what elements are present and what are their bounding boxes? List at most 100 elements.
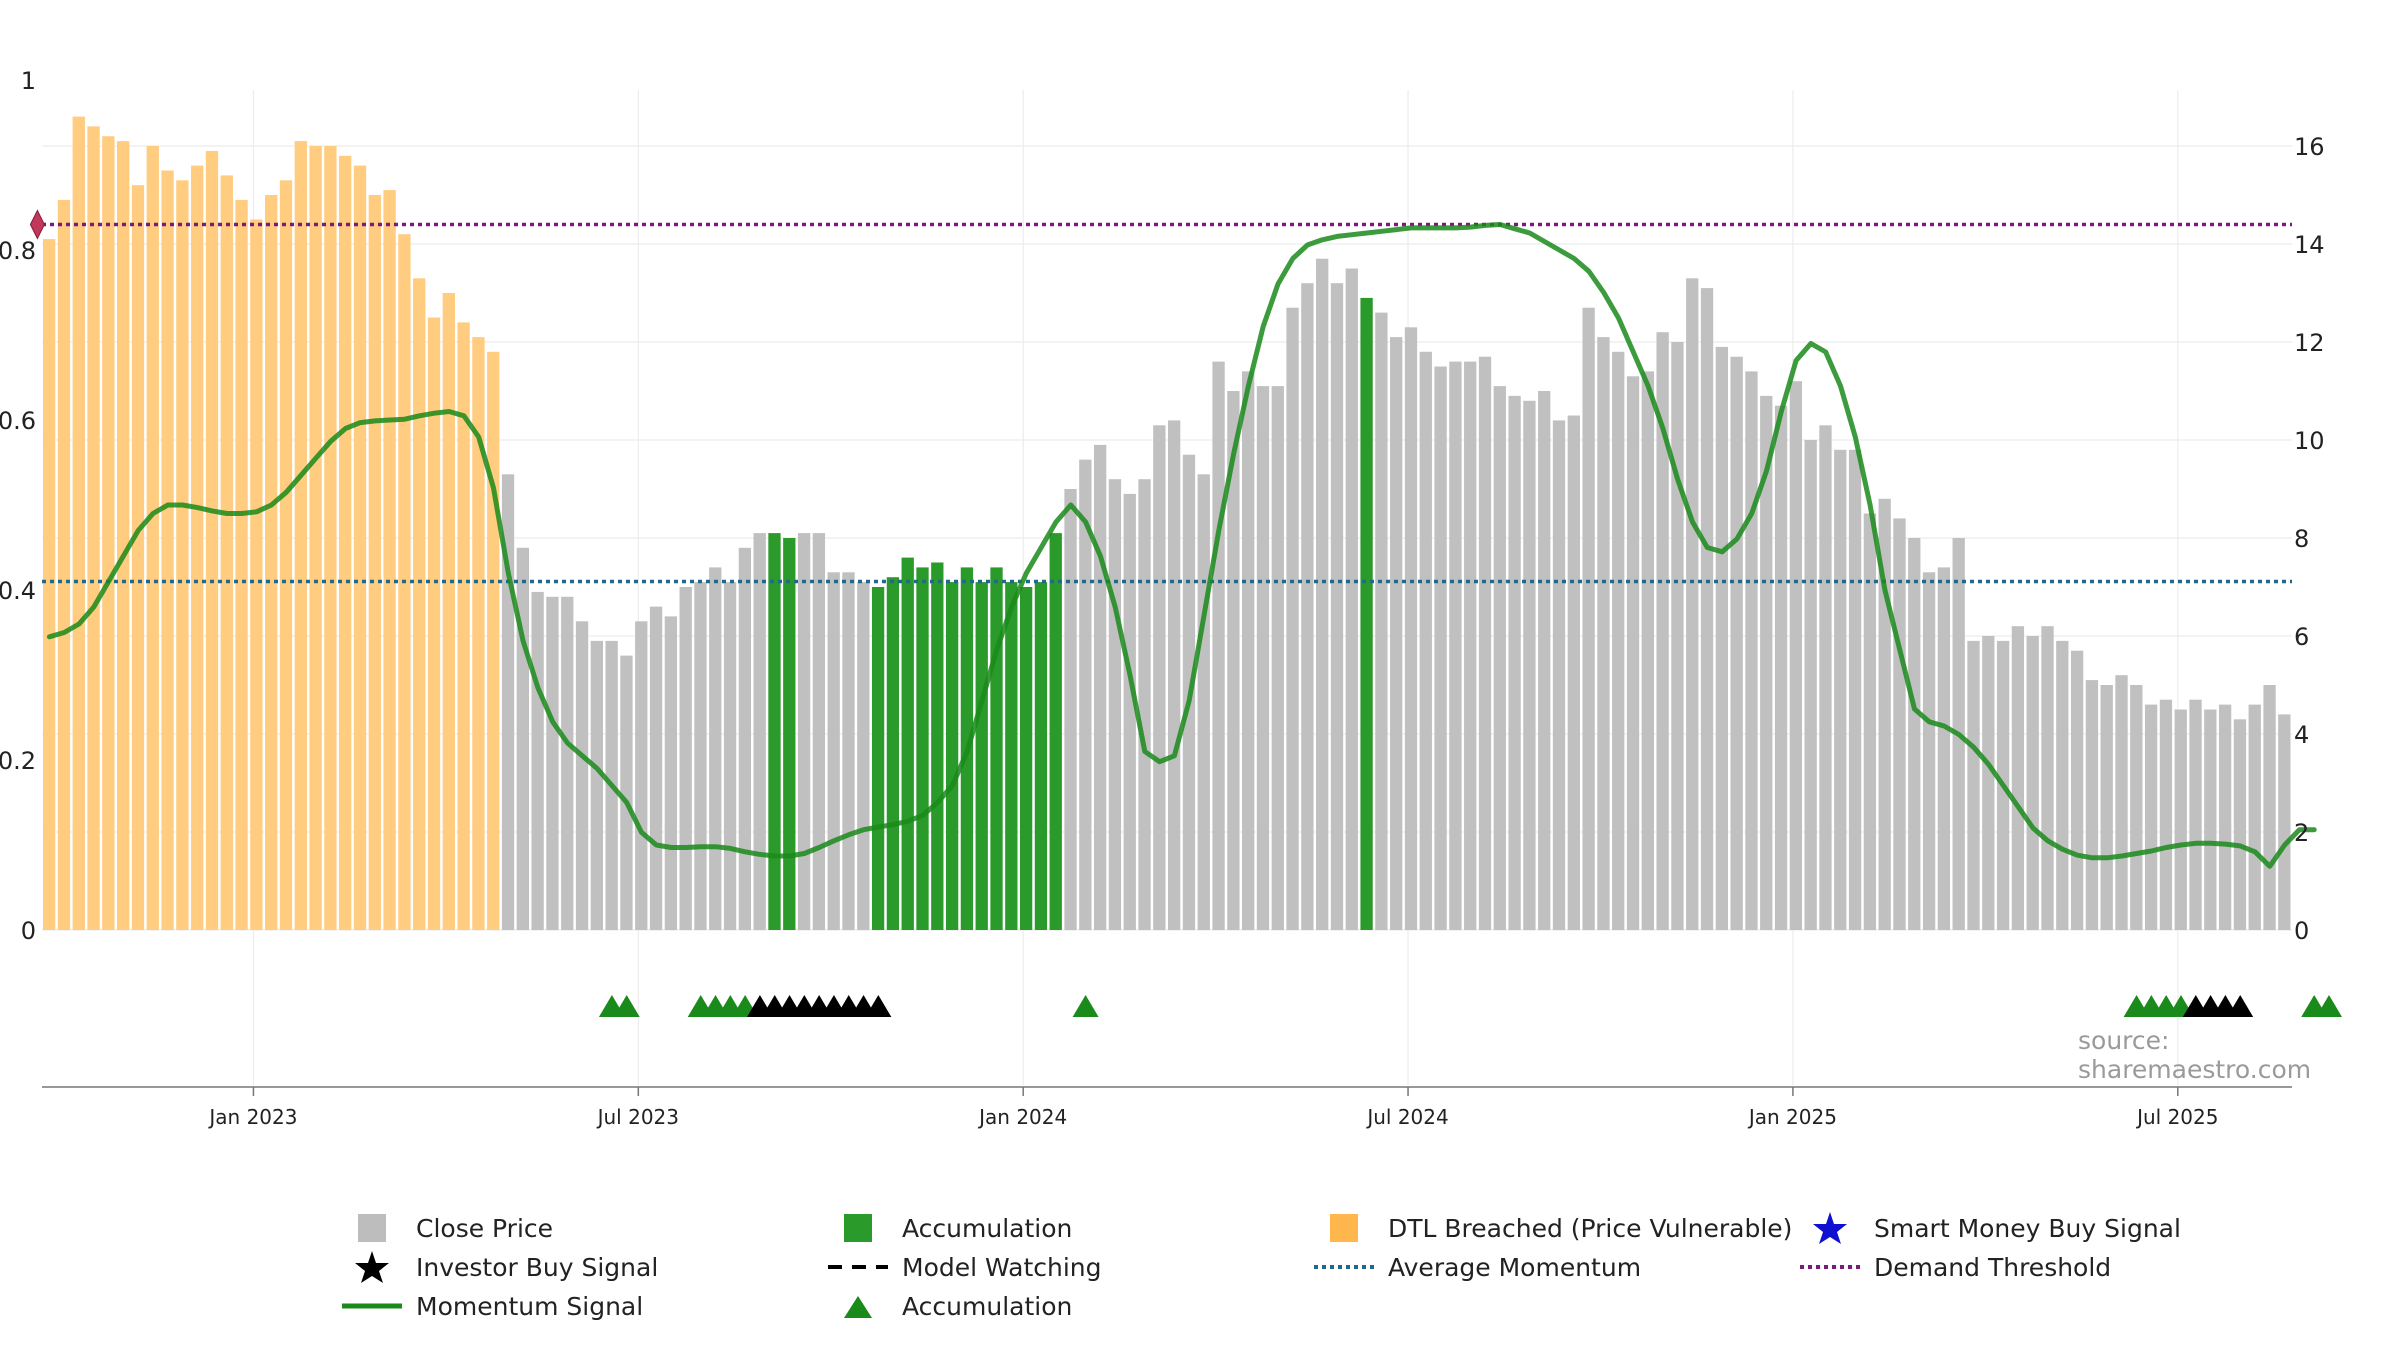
legend-swatch xyxy=(340,1210,404,1246)
accumulation-triangle xyxy=(1072,995,1099,1017)
price-bar xyxy=(886,577,900,930)
price-bar xyxy=(2011,626,2025,930)
price-bar xyxy=(1168,420,1181,930)
price-bar xyxy=(1138,479,1151,930)
price-bar xyxy=(1301,283,1314,930)
legend-label: Accumulation xyxy=(902,1291,1073,1321)
price-bar xyxy=(901,557,914,930)
price-bar xyxy=(1449,361,1462,931)
price-bar xyxy=(353,165,367,931)
price-bar xyxy=(1641,371,1654,930)
price-bar xyxy=(1834,449,1847,930)
price-bar xyxy=(1404,327,1418,930)
price-bar xyxy=(990,567,1003,930)
price-bar xyxy=(161,170,174,930)
price-bar xyxy=(1922,572,1936,930)
price-bar xyxy=(1597,337,1610,931)
price-bar xyxy=(250,219,263,930)
right-tick-label: 4 xyxy=(2294,721,2309,749)
legend-item: Accumulation xyxy=(826,1210,1072,1246)
legend: Close Price Accumulation DTL Breached (Pri… xyxy=(0,1205,2400,1345)
legend-item: Model Watching xyxy=(826,1249,1102,1285)
price-bar xyxy=(131,185,145,930)
x-tick-label: Jan 2023 xyxy=(207,1105,297,1129)
price-bar xyxy=(2056,640,2069,930)
right-tick-label: 0 xyxy=(2294,917,2309,945)
price-bar xyxy=(842,572,855,930)
x-tick-label: Jul 2023 xyxy=(596,1105,679,1129)
price-bar xyxy=(546,596,559,930)
legend-item: DTL Breached (Price Vulnerable) xyxy=(1312,1210,1792,1246)
price-bar xyxy=(146,146,159,930)
price-bar xyxy=(753,533,766,930)
right-tick-label: 6 xyxy=(2294,623,2309,651)
price-bar xyxy=(1745,371,1758,930)
price-bar xyxy=(1760,395,1773,930)
price-bar xyxy=(2026,636,2039,930)
price-bar xyxy=(2070,650,2084,930)
x-tick-label: Jan 2024 xyxy=(977,1105,1067,1129)
price-bar xyxy=(191,165,204,931)
price-bar xyxy=(279,180,293,931)
legend-item: Average Momentum xyxy=(1312,1249,1641,1285)
price-bar xyxy=(383,190,396,931)
price-bar xyxy=(649,606,663,930)
price-bar xyxy=(1330,283,1344,930)
accumulation-triangle xyxy=(2316,995,2343,1017)
price-bar xyxy=(871,587,885,930)
right-tick-label: 16 xyxy=(2294,133,2325,161)
legend-label: Close Price xyxy=(416,1213,554,1243)
price-bar xyxy=(1612,351,1625,930)
price-bar xyxy=(679,587,692,930)
price-bar xyxy=(1345,268,1358,930)
legend-swatch xyxy=(826,1288,890,1324)
price-bar xyxy=(531,591,544,930)
left-tick-label: 0.2 xyxy=(0,747,36,775)
legend-item: Accumulation xyxy=(826,1288,1072,1324)
price-bar xyxy=(2233,719,2247,930)
price-bar xyxy=(1375,312,1388,931)
price-bar xyxy=(1464,361,1477,931)
price-bar xyxy=(561,596,574,930)
legend-label: Average Momentum xyxy=(1388,1252,1642,1282)
legend-label: Accumulation xyxy=(902,1213,1073,1243)
price-bar xyxy=(1789,381,1803,930)
price-bar xyxy=(1478,356,1492,930)
price-bar xyxy=(1316,258,1329,930)
price-bar xyxy=(1908,538,1921,930)
price-bar xyxy=(2100,685,2113,930)
price-bar xyxy=(1286,307,1299,930)
legend-swatch xyxy=(1312,1249,1376,1285)
price-bar xyxy=(2174,709,2187,930)
legend-item: Smart Money Buy Signal xyxy=(1798,1210,2181,1246)
right-tick-label: 12 xyxy=(2294,329,2325,357)
price-bar xyxy=(2218,704,2232,930)
right-tick-label: 14 xyxy=(2294,231,2325,259)
price-bar xyxy=(2248,704,2261,930)
price-bar xyxy=(1493,386,1506,931)
price-bar xyxy=(1848,449,1862,930)
price-bar xyxy=(1715,346,1728,930)
price-bar xyxy=(1360,297,1373,930)
price-bar xyxy=(1227,391,1240,930)
price-bar xyxy=(1271,386,1284,931)
price-bar xyxy=(339,155,352,931)
price-bar xyxy=(827,572,840,930)
price-bar xyxy=(1819,425,1832,930)
price-bar xyxy=(2115,675,2128,930)
price-bar xyxy=(309,146,322,930)
legend-label: Smart Money Buy Signal xyxy=(1874,1213,2181,1243)
left-tick-label: 0 xyxy=(21,917,36,945)
legend-item: Close Price xyxy=(340,1210,553,1246)
price-bar xyxy=(768,533,781,930)
price-bar xyxy=(797,533,811,930)
price-bar xyxy=(694,582,707,930)
price-bar xyxy=(1197,474,1210,930)
legend-swatch xyxy=(340,1249,404,1285)
price-bar xyxy=(2263,685,2276,930)
price-bar xyxy=(1730,356,1743,930)
price-bar xyxy=(1523,400,1536,930)
price-bar xyxy=(2144,704,2158,930)
price-bar xyxy=(2204,709,2217,930)
